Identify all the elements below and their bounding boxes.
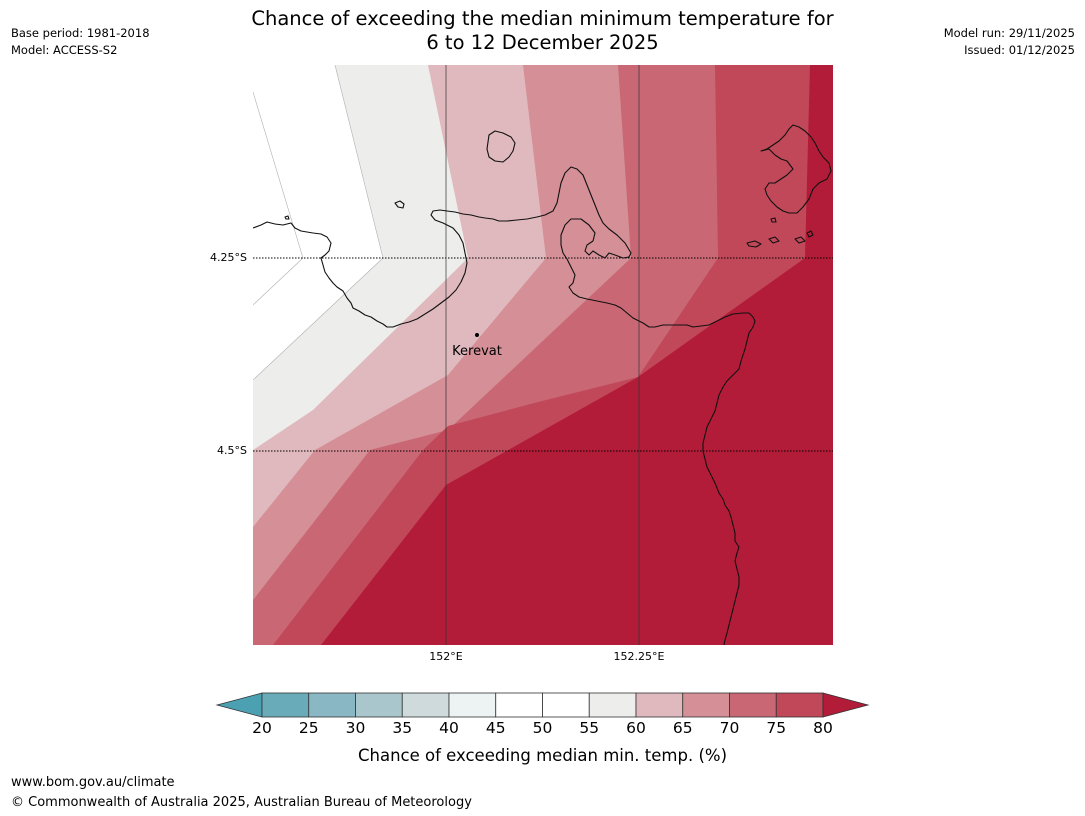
colorbar-tick-label: 75 (766, 719, 787, 737)
lon-label-152.25: 152.25°E (613, 650, 665, 663)
coastline-island-north (486, 130, 516, 163)
colorbar-under-arrow (215, 692, 263, 718)
lon-label-152: 152°E (429, 650, 463, 663)
model-run: Model run: 29/11/2025 (943, 26, 1075, 40)
colorbar-tick-label: 60 (626, 719, 646, 737)
issued-date: Issued: 01/12/2025 (964, 43, 1075, 57)
colorbar-tick-label: 55 (579, 719, 600, 737)
colorbar-tick-label: 80 (813, 719, 833, 737)
lat-label-4.5: 4.5°S (217, 444, 247, 457)
coastline-islet (746, 240, 762, 248)
metadata-right: Model run: 29/11/2025 Issued: 01/12/2025 (944, 25, 1075, 59)
colorbar-tick-label: 45 (485, 719, 506, 737)
colorbar-cell (542, 692, 590, 718)
coastline-islet (394, 200, 405, 209)
colorbar-title: Chance of exceeding median min. temp. (%… (357, 746, 728, 765)
footer-url: www.bom.gov.au/climate (11, 775, 175, 790)
colorbar-cell (495, 692, 543, 718)
place-label-kerevat: Kerevat (452, 344, 502, 359)
colorbar-tick-label: 25 (298, 719, 319, 737)
coastline-duke-of-york (760, 124, 832, 214)
colorbar-cell (261, 692, 310, 718)
coastline-islet (284, 215, 290, 220)
colorbar-tick-label: 50 (532, 719, 553, 737)
base-period: Base period: 1981-2018 (11, 26, 150, 40)
contour-line (253, 91, 304, 306)
coastline-islet (768, 236, 780, 244)
colorbar-cell (635, 692, 684, 718)
colorbar-tick-label: 70 (719, 719, 740, 737)
colorbar-ticks: 20 25 30 35 40 45 50 55 60 65 70 75 80 (0, 719, 1085, 741)
metadata-left: Base period: 1981-2018 Model: ACCESS-S2 (11, 25, 150, 59)
title-line-2: 6 to 12 December 2025 (426, 31, 659, 54)
coastline-islet (770, 217, 777, 223)
colorbar-cell (775, 692, 824, 718)
model-name: Model: ACCESS-S2 (11, 43, 118, 57)
colorbar-tick-label: 20 (252, 719, 272, 737)
colorbar-tick-label: 35 (392, 719, 413, 737)
title-line-1: Chance of exceeding the median minimum t… (251, 7, 834, 30)
colorbar-tick-label: 40 (439, 719, 459, 737)
colorbar-cell (588, 692, 637, 718)
colorbar-cell (308, 692, 356, 718)
colorbar-cell (401, 692, 450, 718)
coastline (253, 124, 832, 645)
coastline-islet (794, 236, 806, 244)
colorbar-cells (261, 692, 824, 718)
band-80-plus (321, 65, 833, 645)
colorbar-cell (682, 692, 730, 718)
colorbar (215, 692, 870, 718)
colorbar-tick-label: 65 (672, 719, 693, 737)
kerevat-marker (475, 333, 479, 337)
footer-copyright: © Commonwealth of Australia 2025, Austra… (11, 795, 472, 810)
colorbar-cell (355, 692, 403, 718)
map-panel: Kerevat (253, 65, 833, 645)
colorbar-cell (448, 692, 497, 718)
colorbar-cell (729, 692, 777, 718)
coastline-main (253, 166, 756, 645)
colorbar-tick-label: 30 (345, 719, 366, 737)
chart-title: Chance of exceeding the median minimum t… (0, 7, 1085, 55)
coastline-islet (806, 230, 814, 238)
lat-label-4.25: 4.25°S (210, 251, 247, 264)
colorbar-over-arrow (822, 692, 870, 718)
